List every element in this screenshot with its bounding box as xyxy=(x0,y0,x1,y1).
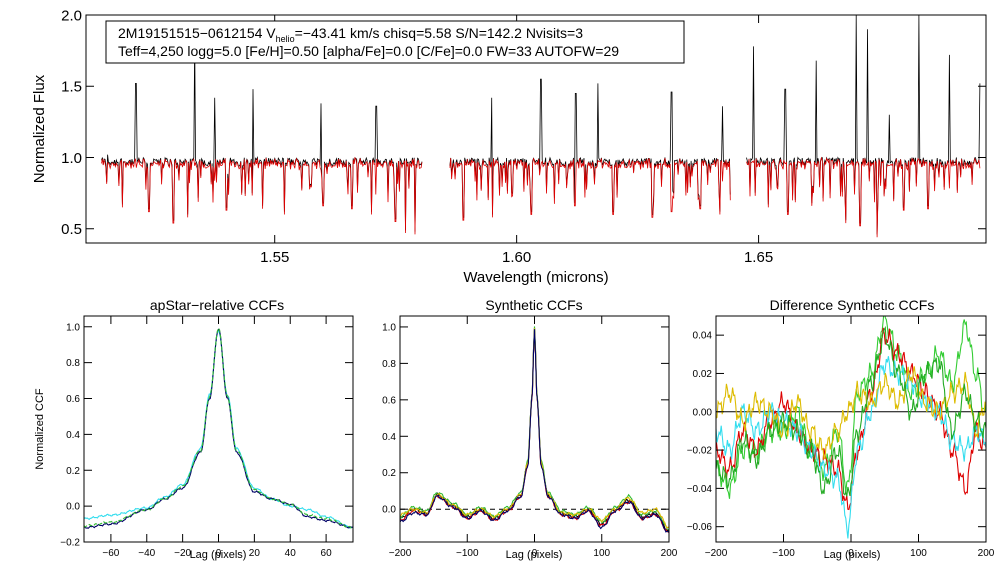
y-tick-label: 0.0 xyxy=(66,502,80,513)
ccf-series-black xyxy=(400,327,669,532)
y-tick-label: 0.8 xyxy=(66,358,80,369)
x-tick-label: 200 xyxy=(661,548,678,559)
ccf-series-cyan xyxy=(84,330,353,529)
y-tick-label: 1.0 xyxy=(382,322,396,333)
y-tick-label: 0.2 xyxy=(66,466,80,477)
x-tick-label: −40 xyxy=(138,548,155,559)
x-tick-label: 0 xyxy=(848,548,854,559)
y-tick-label: 0.5 xyxy=(61,221,82,238)
x-tick-label: 40 xyxy=(285,548,297,559)
y-tick-label: 0.8 xyxy=(382,359,396,370)
y-tick-label: −0.2 xyxy=(60,538,80,549)
spectrum-model-line xyxy=(746,156,981,238)
y-tick-label: 0.04 xyxy=(693,331,713,342)
x-tick-label: 100 xyxy=(593,548,610,559)
x-tick-label: 1.60 xyxy=(502,249,531,266)
x-tick-label: −60 xyxy=(102,548,119,559)
y-tick-label: 0.02 xyxy=(693,369,713,380)
apstar-ccf-x-label: Lag (pixels) xyxy=(190,549,247,561)
y-tick-label: 0.00 xyxy=(693,407,713,418)
y-tick-label: 2.0 xyxy=(61,7,82,24)
spectrum-model-line xyxy=(101,156,423,235)
spectrum-model-line xyxy=(449,157,731,221)
x-tick-label: −200 xyxy=(705,548,728,559)
y-tick-label: −0.02 xyxy=(687,446,713,457)
x-tick-label: 1.65 xyxy=(744,249,773,266)
y-tick-label: 0.6 xyxy=(66,394,80,405)
x-tick-label: 0 xyxy=(532,548,538,559)
y-tick-label: 1.0 xyxy=(66,322,80,333)
spectrum-observed-line xyxy=(449,78,731,218)
info-line-1: 2M19151515−0612154 Vhelio=−43.41 km/s ch… xyxy=(118,25,583,44)
ccf-series-green xyxy=(84,327,353,529)
synthetic-ccf-frame xyxy=(399,315,670,543)
ccf-series-navy xyxy=(84,328,353,529)
y-tick-label: −0.04 xyxy=(687,484,713,495)
x-tick-label: 1.55 xyxy=(260,249,289,266)
x-tick-label: 0 xyxy=(216,548,222,559)
ccf-series-red xyxy=(400,330,669,533)
apstar-ccf-frame xyxy=(83,315,354,543)
x-tick-label: −200 xyxy=(389,548,412,559)
spectrum-x-label: Wavelength (microns) xyxy=(463,269,608,286)
x-tick-label: −100 xyxy=(772,548,795,559)
synthetic-ccf-title: Synthetic CCFs xyxy=(485,297,582,313)
spectrum-y-label: Normalized Flux xyxy=(31,74,48,183)
x-tick-label: 100 xyxy=(910,548,927,559)
apstar-ccf-title: apStar−relative CCFs xyxy=(150,297,284,313)
x-tick-label: 200 xyxy=(978,548,995,559)
spectrum-observed-line xyxy=(746,15,981,235)
ccf-series-cyan xyxy=(716,356,986,539)
spectrum-frame xyxy=(85,14,987,244)
difference-ccf-title: Difference Synthetic CCFs xyxy=(770,297,935,313)
y-tick-label: 0.0 xyxy=(382,505,396,516)
x-tick-label: −20 xyxy=(174,548,191,559)
info-line-2: Teff=4,250 logg=5.0 [Fe/H]=0.50 [alpha/F… xyxy=(118,43,619,59)
difference-ccf-panel: Difference Synthetic CCFs −200 −100 0 100 20… xyxy=(687,297,995,561)
synthetic-ccf-panel: Synthetic CCFs −200 −100 0 100 200 0.0 0.2 0.4 0… xyxy=(382,297,678,561)
y-tick-label: 1.0 xyxy=(61,150,82,167)
y-tick-label: 0.6 xyxy=(382,395,396,406)
y-tick-label: 1.5 xyxy=(61,79,82,96)
synthetic-ccf-x-label: Lag (pixels) xyxy=(506,549,563,561)
ccf-series-green xyxy=(400,326,669,531)
y-tick-label: 0.2 xyxy=(382,468,396,479)
x-tick-label: −100 xyxy=(456,548,479,559)
apstar-ccf-y-label: Normalized CCF xyxy=(34,388,46,470)
ccf-series-darkgreen xyxy=(716,325,986,497)
y-tick-label: −0.06 xyxy=(687,522,713,533)
ccf-series-yellow xyxy=(716,366,986,460)
y-tick-label: 0.4 xyxy=(382,432,396,443)
x-tick-label: 60 xyxy=(321,548,333,559)
spectrum-panel: 1.55 1.60 1.65 0.5 1.0 1.5 2.0 Wavelength (mic… xyxy=(31,7,987,286)
spectrum-info-box: 2M19151515−0612154 Vhelio=−43.41 km/s ch… xyxy=(105,20,685,64)
y-tick-label: 0.4 xyxy=(66,430,80,441)
difference-ccf-x-label: Lag (pixels) xyxy=(824,549,881,561)
apstar-ccf-panel: apStar−relative CCFs −60 −40 −20 0 20 40 60 −0.… xyxy=(34,297,354,561)
ccf-series-navy xyxy=(400,329,669,533)
x-tick-label: 20 xyxy=(249,548,261,559)
